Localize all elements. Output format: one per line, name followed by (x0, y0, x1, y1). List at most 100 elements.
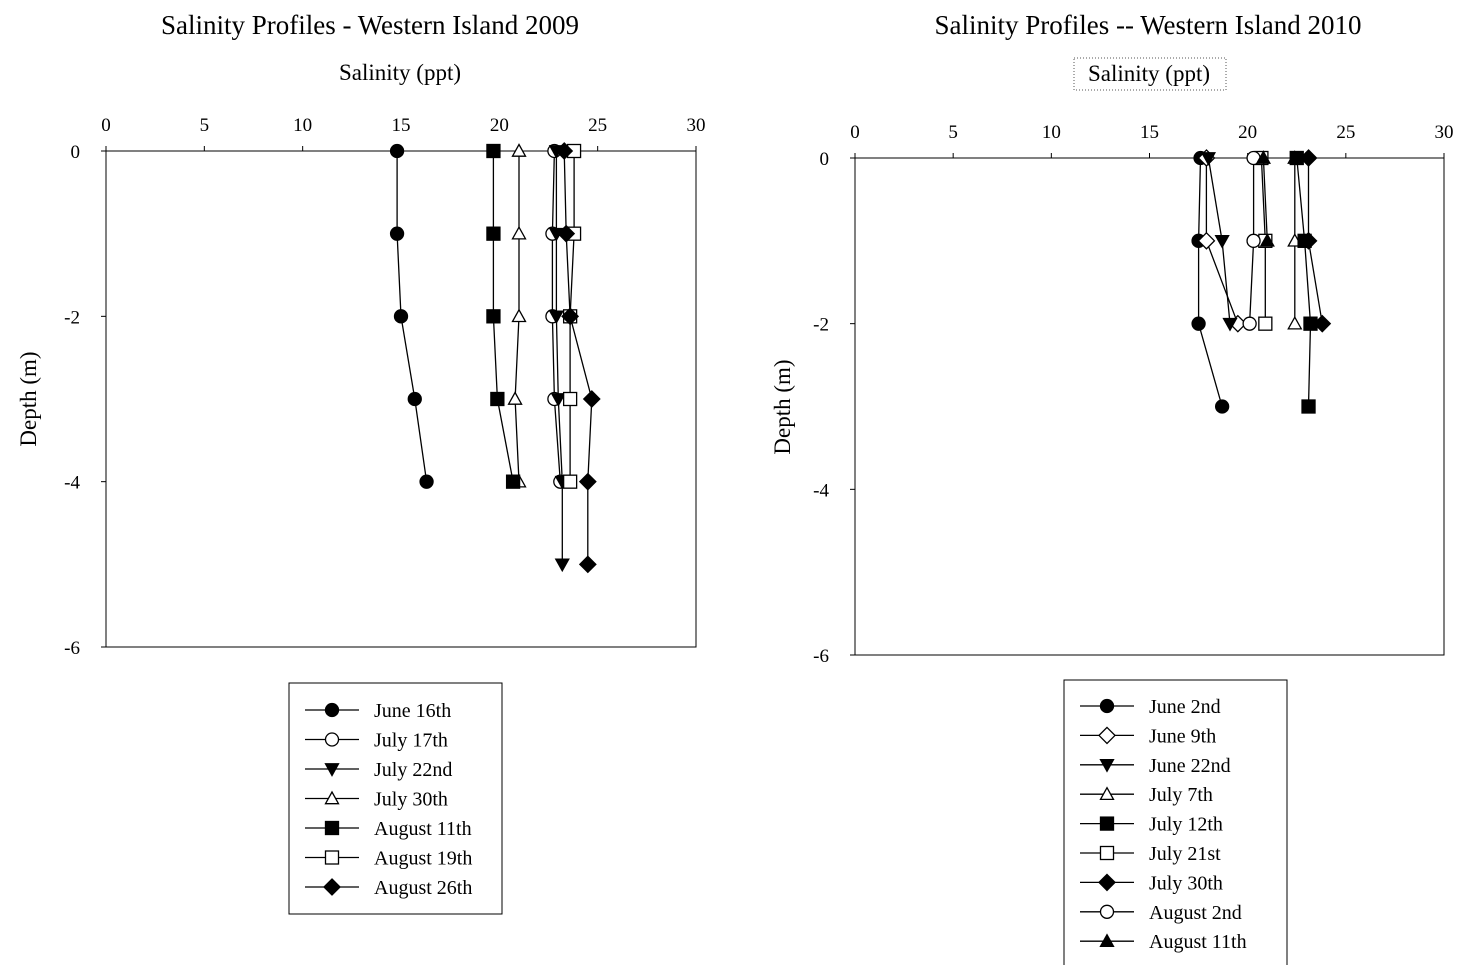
y-tick-label: -2 (64, 307, 80, 328)
y-tick-label: -4 (64, 473, 80, 494)
data-point (548, 310, 564, 325)
legend-label: July 7th (1149, 784, 1213, 806)
legend-label: August 26th (374, 877, 472, 899)
legend-marker (324, 763, 340, 777)
legend-label: July 30th (1149, 872, 1223, 894)
data-point (1242, 316, 1257, 331)
data-point (1255, 150, 1271, 164)
series-august-11th (1255, 150, 1275, 247)
series-line (563, 150, 593, 565)
legend-label: August 19th (374, 848, 472, 870)
plot-frame (854, 157, 1445, 656)
data-point (578, 555, 597, 574)
data-point (1214, 399, 1230, 414)
legend-item: August 19th (305, 848, 472, 870)
legend-marker (1099, 904, 1115, 919)
legend-item: August 11th (1080, 931, 1247, 953)
legend-item: July 21st (1080, 843, 1221, 865)
data-point (1200, 152, 1217, 166)
chart-title: Salinity Profiles -- Western Island 2010 (934, 10, 1361, 40)
data-point (490, 391, 505, 407)
series-layer (1191, 149, 1332, 414)
data-point (1191, 316, 1206, 331)
legend-marker (1098, 873, 1116, 892)
legend-label: June 2nd (1149, 696, 1221, 718)
x-tick-label: 0 (850, 122, 860, 143)
series-august-11th (486, 143, 521, 489)
data-point (507, 391, 523, 405)
legend-marker (1099, 758, 1115, 773)
legend-label: August 2nd (1149, 902, 1242, 924)
y-axis-label: Depth (m) (16, 351, 41, 446)
data-point (486, 143, 501, 159)
series-july-30th (507, 143, 527, 488)
x-tick-label: 20 (490, 115, 509, 136)
legend-label: June 22nd (1149, 755, 1231, 777)
series-august-2nd (1242, 150, 1261, 331)
series-june-22nd (1200, 152, 1238, 332)
x-axis-label-selection (1073, 57, 1227, 91)
legend-marker (1099, 816, 1115, 831)
x-tick-label: 5 (948, 122, 958, 143)
x-axis-label: Salinity (ppt) (339, 60, 461, 85)
legend-item: August 11th (305, 818, 472, 840)
legend-label: August 11th (1149, 931, 1247, 953)
series-line (1262, 157, 1268, 241)
data-point (1313, 314, 1332, 333)
chart-2009: Salinity Profiles - Western Island 2009 … (16, 10, 706, 915)
legend-item: July 17th (305, 730, 448, 752)
series-june-16th (389, 143, 434, 489)
data-point (389, 143, 405, 159)
legend-label: June 9th (1149, 725, 1216, 747)
data-point (389, 226, 405, 241)
x-tick-label: 0 (101, 115, 111, 136)
x-tick-label: 5 (200, 115, 210, 136)
data-point (550, 393, 566, 407)
data-point (407, 391, 422, 407)
series-line (1197, 157, 1223, 407)
x-tick-label: 30 (687, 115, 706, 136)
series-july-30th (1299, 149, 1332, 333)
legend-marker (1099, 933, 1115, 948)
legend-item: July 12th (1080, 814, 1223, 836)
legend-item: June 9th (1080, 725, 1216, 747)
chart-title: Salinity Profiles - Western Island 2009 (161, 10, 579, 40)
legend-label: July 22nd (374, 759, 452, 781)
legend-item: August 26th (305, 877, 472, 899)
legend-label: July 12th (1149, 814, 1223, 836)
x-axis: 0 5 10 15 20 25 30 (101, 115, 706, 151)
data-point (486, 309, 501, 324)
data-point (1258, 316, 1273, 331)
data-point (554, 558, 570, 573)
x-tick-label: 15 (392, 115, 411, 136)
legend-item: June 22nd (1080, 755, 1231, 777)
data-point (1197, 231, 1216, 250)
y-tick-label: 0 (71, 142, 81, 163)
legend: June 2nd June 9th June 22nd July 7th July 12… (1063, 679, 1288, 965)
legend-marker (1099, 845, 1115, 861)
data-point (1299, 149, 1318, 167)
y-axis-label: Depth (m) (770, 359, 795, 454)
data-point (1246, 233, 1261, 248)
series-july-12th (1289, 150, 1318, 414)
y-axis: 0 -2 -4 -6 (64, 142, 106, 659)
plot-frame (105, 150, 697, 648)
x-tick-label: 10 (1042, 122, 1061, 143)
legend-label: June 16th (374, 700, 451, 722)
legend-marker (1099, 698, 1115, 714)
data-point (393, 309, 409, 324)
data-point (1259, 232, 1275, 247)
legend-marker (323, 878, 341, 896)
legend-label: July 30th (374, 789, 448, 811)
x-axis: 0 5 10 15 20 25 30 (850, 122, 1454, 158)
series-line (555, 151, 563, 565)
y-axis: 0 -2 -4 -6 (813, 149, 855, 667)
x-tick-label: 15 (1140, 122, 1159, 143)
chart-2010: Salinity Profiles -- Western Island 2010… (770, 10, 1454, 965)
legend-item: July 7th (1080, 784, 1213, 806)
legend-marker (1098, 726, 1116, 745)
data-point (561, 307, 580, 326)
x-tick-label: 20 (1238, 122, 1257, 143)
data-point (578, 472, 597, 491)
